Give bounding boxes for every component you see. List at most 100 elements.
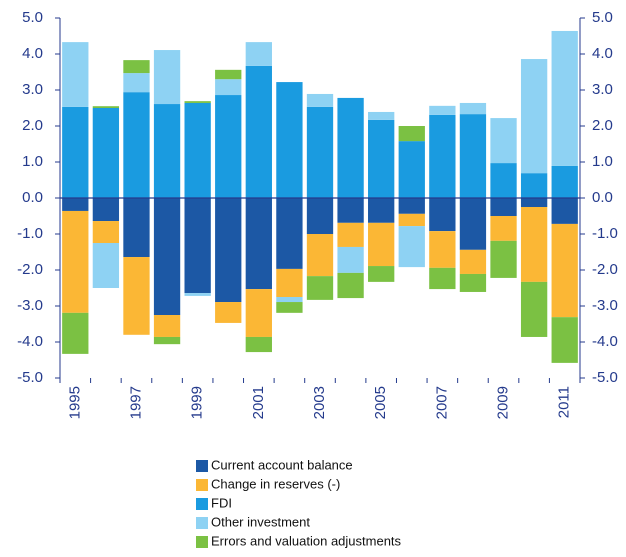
bar-segment (215, 69, 242, 80)
bar-segment (245, 198, 272, 290)
bar-segment (306, 198, 334, 234)
bar-segment (429, 114, 456, 198)
legend-swatch (196, 517, 208, 529)
bar-segment (429, 267, 456, 290)
bar-segment (123, 92, 150, 198)
bar-segment (337, 246, 364, 273)
x-tick-label: 2001 (250, 386, 267, 419)
bar-segment (551, 198, 578, 224)
bar-segment (459, 198, 487, 250)
bar-segment (123, 257, 150, 335)
bar-segment (62, 210, 89, 313)
bar-segment (429, 231, 456, 268)
bar-segment (429, 198, 456, 232)
y-tick-label-right: 1.0 (592, 153, 613, 170)
x-tick-label: 2003 (311, 386, 328, 419)
bar-segment (306, 106, 334, 198)
bar-segment (490, 163, 517, 198)
bar-segment (92, 243, 120, 288)
bar-segment (276, 302, 303, 313)
y-tick-label-left: -3.0 (17, 297, 43, 314)
bar-segment (92, 106, 120, 108)
bar-segment (153, 336, 181, 345)
bar-segment (123, 60, 150, 74)
bar-segment (459, 114, 487, 198)
bar-segment (520, 207, 548, 282)
bar-segment (245, 336, 272, 353)
bar-segment (306, 234, 334, 277)
legend-swatch (196, 460, 208, 472)
bar-segment (520, 198, 548, 207)
legend-swatch (196, 479, 208, 491)
bar-segment (337, 198, 364, 223)
y-tick-label-left: 2.0 (22, 117, 43, 134)
bar-segment (398, 198, 425, 214)
bar-segment (184, 198, 211, 294)
bar-segment (215, 95, 242, 198)
legend-label: Change in reserves (-) (211, 476, 340, 491)
bar-segment (245, 42, 272, 66)
bar-segment (368, 222, 395, 267)
bar-segment (306, 93, 334, 107)
legend-label: Errors and valuation adjustments (211, 533, 402, 548)
legend-label: FDI (211, 495, 232, 510)
bar-segment (551, 223, 578, 318)
bar-segment (184, 293, 211, 296)
bar-segment (551, 165, 578, 198)
x-tick-label: 2009 (494, 386, 511, 419)
bar-segment (153, 198, 181, 315)
bar-segment (490, 216, 517, 241)
bar-segment (184, 102, 211, 198)
bar-segment (337, 97, 364, 198)
y-tick-label-right: 3.0 (592, 81, 613, 98)
bar-segment (520, 173, 548, 198)
bar-segment (459, 102, 487, 115)
y-tick-label-right: 0.0 (592, 189, 613, 206)
bar-segment (245, 65, 272, 198)
bar-segment (62, 312, 89, 354)
bar-segment (398, 213, 425, 227)
bar-segment (490, 118, 517, 164)
x-tick-label: 1999 (189, 386, 206, 419)
bar-segment (368, 119, 395, 198)
bar-segment (276, 268, 303, 297)
bar-segment (62, 42, 89, 107)
y-tick-label-left: 1.0 (22, 153, 43, 170)
y-tick-label-right: 2.0 (592, 117, 613, 134)
bar-segment (92, 221, 120, 243)
bar-segment (306, 276, 334, 300)
y-tick-label-right: -3.0 (592, 297, 618, 314)
bar-segment (368, 198, 395, 223)
bar-segment (368, 266, 395, 282)
legend-swatch (196, 536, 208, 548)
y-tick-label-right: -2.0 (592, 261, 618, 278)
legend-label: Other investment (211, 514, 310, 529)
bar-segment (337, 272, 364, 299)
bar-segment (62, 106, 89, 198)
bar-segment (551, 317, 578, 363)
bar-segment (92, 108, 120, 198)
bar-segment (398, 226, 425, 268)
bar-segment (62, 198, 89, 211)
bar-segment (459, 273, 487, 292)
bar-segment (551, 30, 578, 166)
x-tick-label: 2007 (433, 386, 450, 419)
y-tick-label-right: -4.0 (592, 333, 618, 350)
y-tick-label-right: -5.0 (592, 369, 618, 386)
bar-segment (490, 198, 517, 216)
bar-segment (153, 50, 181, 105)
y-tick-label-right: -1.0 (592, 225, 618, 242)
y-tick-label-left: -5.0 (17, 369, 43, 386)
y-tick-label-left: 5.0 (22, 9, 43, 26)
x-tick-label: 2011 (556, 386, 573, 418)
y-tick-label-right: 5.0 (592, 9, 613, 26)
bar-segment (92, 198, 120, 222)
y-tick-label-left: -1.0 (17, 225, 43, 242)
x-tick-label: 2005 (372, 386, 389, 419)
bar-segment (184, 101, 211, 103)
legend-swatch (196, 498, 208, 510)
bar-segment (245, 289, 272, 337)
bar-segment (276, 297, 303, 303)
y-tick-label-left: 3.0 (22, 81, 43, 98)
